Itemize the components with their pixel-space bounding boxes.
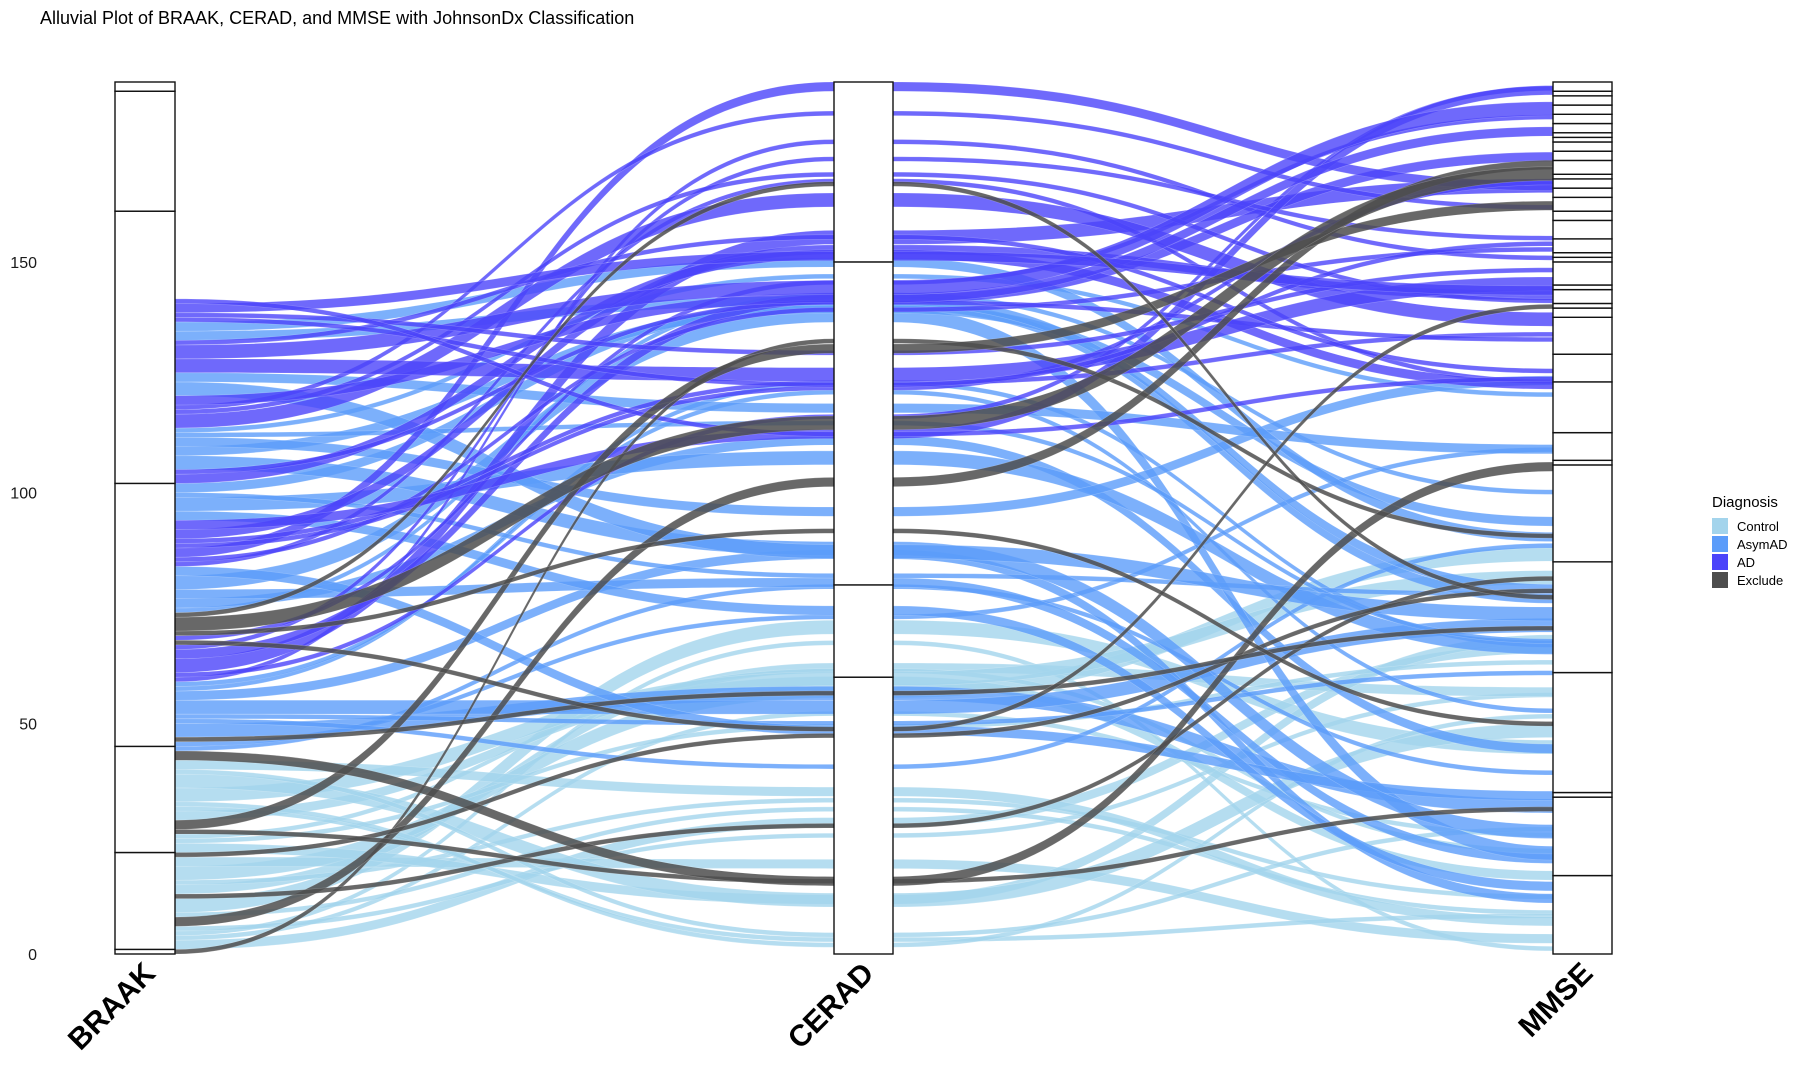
mmse-stratum bbox=[1552, 431, 1613, 462]
legend-swatch-asymad bbox=[1712, 536, 1728, 552]
legend-swatch-control bbox=[1712, 518, 1728, 534]
mmse-stratum bbox=[1552, 238, 1613, 254]
mmse-stratum bbox=[1552, 561, 1613, 674]
mmse-stratum bbox=[1552, 353, 1613, 383]
legend-label: Exclude bbox=[1737, 572, 1784, 588]
braak-stratum bbox=[114, 81, 176, 92]
mmse-stratum bbox=[1552, 178, 1613, 189]
mmse-stratum bbox=[1552, 141, 1613, 152]
braak-stratum bbox=[114, 745, 176, 854]
mmse-stratum bbox=[1552, 104, 1613, 115]
mmse-stratum bbox=[1552, 219, 1613, 240]
strata-boxes bbox=[114, 81, 1613, 955]
legend-item-control: Control bbox=[1712, 517, 1788, 535]
x-axis-label-mmse: MMSE bbox=[1512, 957, 1599, 1044]
chart-title: Alluvial Plot of BRAAK, CERAD, and MMSE … bbox=[40, 8, 635, 28]
braak-stratum bbox=[114, 210, 176, 485]
y-tick-label: 0 bbox=[28, 947, 37, 964]
mmse-stratum bbox=[1552, 150, 1613, 162]
mmse-stratum bbox=[1552, 307, 1613, 319]
braak-stratum bbox=[114, 851, 176, 951]
braak-stratum bbox=[114, 482, 176, 748]
legend-label: AsymAD bbox=[1737, 536, 1788, 552]
mmse-stratum bbox=[1552, 113, 1613, 125]
legend-label: AD bbox=[1737, 554, 1756, 570]
legend-swatch-exclude bbox=[1712, 572, 1728, 588]
mmse-stratum bbox=[1552, 316, 1613, 355]
y-tick-label: 50 bbox=[19, 716, 37, 733]
x-axis-label-braak: BRAAK bbox=[62, 956, 162, 1056]
legend: Diagnosis Control AsymAD AD Exclude bbox=[1712, 494, 1788, 589]
x-axis-label-cerad: CERAD bbox=[782, 957, 881, 1056]
mmse-stratum bbox=[1552, 874, 1613, 955]
y-tick-label: 150 bbox=[10, 255, 37, 272]
mmse-stratum bbox=[1552, 187, 1613, 199]
cerad-stratum bbox=[833, 584, 894, 678]
mmse-stratum bbox=[1552, 796, 1613, 877]
y-tick-label: 100 bbox=[10, 486, 37, 503]
mmse-stratum bbox=[1552, 159, 1613, 175]
legend-item-exclude: Exclude bbox=[1712, 571, 1788, 589]
mmse-stratum bbox=[1552, 95, 1613, 106]
mmse-stratum bbox=[1552, 196, 1613, 212]
y-axis: 0 50 100 150 bbox=[10, 255, 37, 964]
legend-swatch-ad bbox=[1712, 554, 1728, 570]
cerad-stratum bbox=[833, 676, 894, 955]
legend-item-asymad: AsymAD bbox=[1712, 535, 1788, 553]
mmse-stratum bbox=[1552, 381, 1613, 434]
x-axis-labels: BRAAK CERAD MMSE bbox=[62, 956, 1599, 1056]
legend-label: Control bbox=[1737, 518, 1779, 534]
braak-stratum bbox=[114, 90, 176, 212]
mmse-stratum bbox=[1552, 261, 1613, 286]
cerad-stratum bbox=[833, 261, 894, 586]
mmse-stratum bbox=[1552, 81, 1613, 92]
mmse-stratum bbox=[1552, 671, 1613, 794]
mmse-stratum bbox=[1552, 464, 1613, 563]
cerad-stratum bbox=[833, 81, 894, 263]
mmse-stratum bbox=[1552, 288, 1613, 305]
legend-title: Diagnosis bbox=[1712, 494, 1778, 511]
mmse-stratum bbox=[1552, 122, 1613, 134]
mmse-stratum bbox=[1552, 210, 1613, 222]
legend-item-ad: AD bbox=[1712, 553, 1788, 571]
